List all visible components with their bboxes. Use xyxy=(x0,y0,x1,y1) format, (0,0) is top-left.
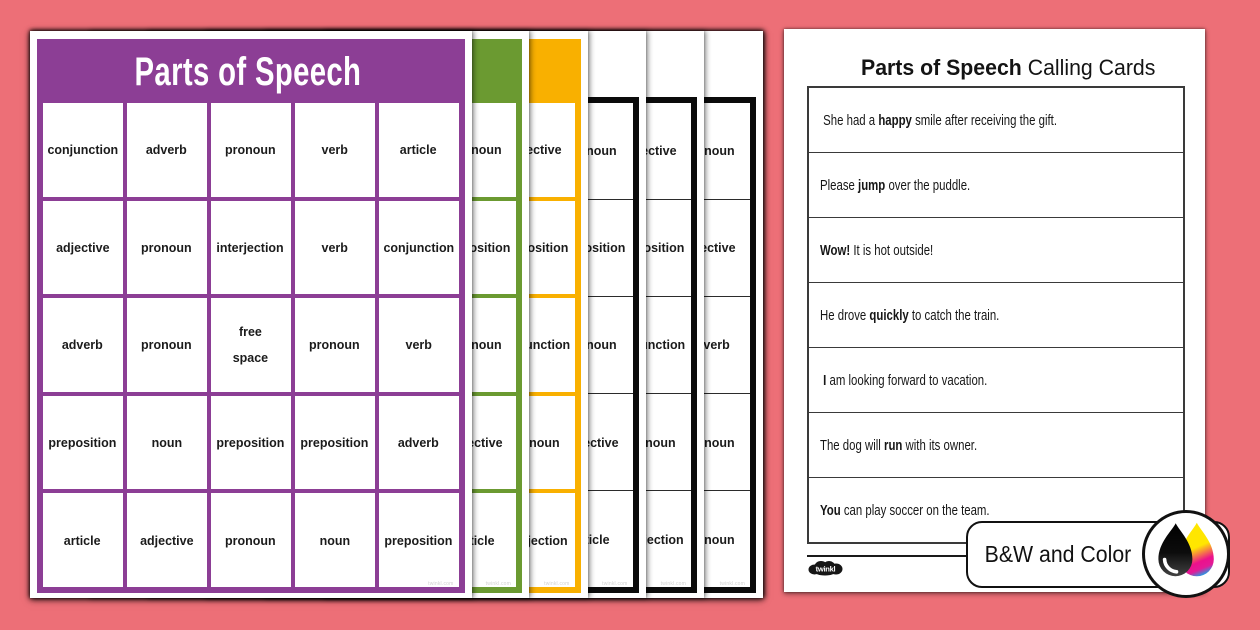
svg-text:twinkl: twinkl xyxy=(816,565,836,574)
